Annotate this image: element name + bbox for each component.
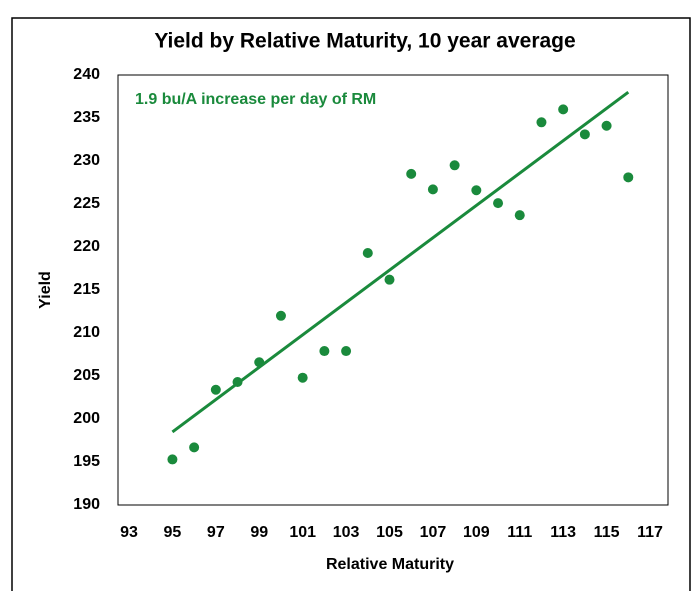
x-tick-label: 111 <box>507 524 532 541</box>
plot-area <box>117 74 669 506</box>
point <box>493 198 504 209</box>
x-tick-label: 93 <box>120 524 138 541</box>
y-tick-label: 210 <box>73 324 100 341</box>
x-tick-label: 101 <box>289 524 316 541</box>
y-axis-title: Yield <box>37 271 54 309</box>
point <box>601 120 612 131</box>
y-tick-label: 215 <box>73 281 100 298</box>
point <box>623 172 634 183</box>
y-tick-label: 200 <box>73 410 100 427</box>
point <box>319 346 330 357</box>
point <box>384 274 395 285</box>
y-tick-label: 220 <box>73 238 100 255</box>
y-tick-label: 225 <box>73 195 100 212</box>
x-tick-label: 113 <box>550 524 576 541</box>
point <box>406 168 417 179</box>
point <box>341 346 352 357</box>
point <box>514 210 525 221</box>
chart-frame <box>11 17 691 596</box>
point <box>536 117 547 128</box>
x-tick-label: 95 <box>164 524 182 541</box>
y-tick-label: 195 <box>73 453 100 470</box>
y-tick-label: 190 <box>73 496 100 513</box>
chart-title: Yield by Relative Maturity, 10 year aver… <box>154 30 575 53</box>
point <box>275 310 286 321</box>
x-tick-label: 105 <box>376 524 403 541</box>
y-tick-label: 205 <box>73 367 100 384</box>
x-axis-title: Relative Maturity <box>326 556 454 573</box>
point <box>254 357 265 368</box>
point <box>579 129 590 140</box>
trend-line <box>171 90 630 434</box>
y-tick-label: 235 <box>73 109 100 126</box>
annotation: 1.9 bu/A increase per day of RM <box>135 91 376 108</box>
y-tick-label: 230 <box>73 152 100 169</box>
point <box>297 372 308 383</box>
point <box>210 384 221 395</box>
point <box>427 184 438 195</box>
point <box>471 185 482 196</box>
point <box>362 248 373 259</box>
point <box>232 377 243 388</box>
point <box>167 454 178 465</box>
x-tick-label: 107 <box>420 524 447 541</box>
x-tick-label: 115 <box>594 524 620 541</box>
point <box>558 104 569 115</box>
x-tick-label: 117 <box>637 524 663 541</box>
point <box>189 442 200 453</box>
y-tick-label: 240 <box>73 66 100 83</box>
x-tick-label: 99 <box>250 524 268 541</box>
point <box>449 160 460 171</box>
x-tick-label: 103 <box>333 524 360 541</box>
x-tick-label: 109 <box>463 524 490 541</box>
x-tick-label: 97 <box>207 524 225 541</box>
